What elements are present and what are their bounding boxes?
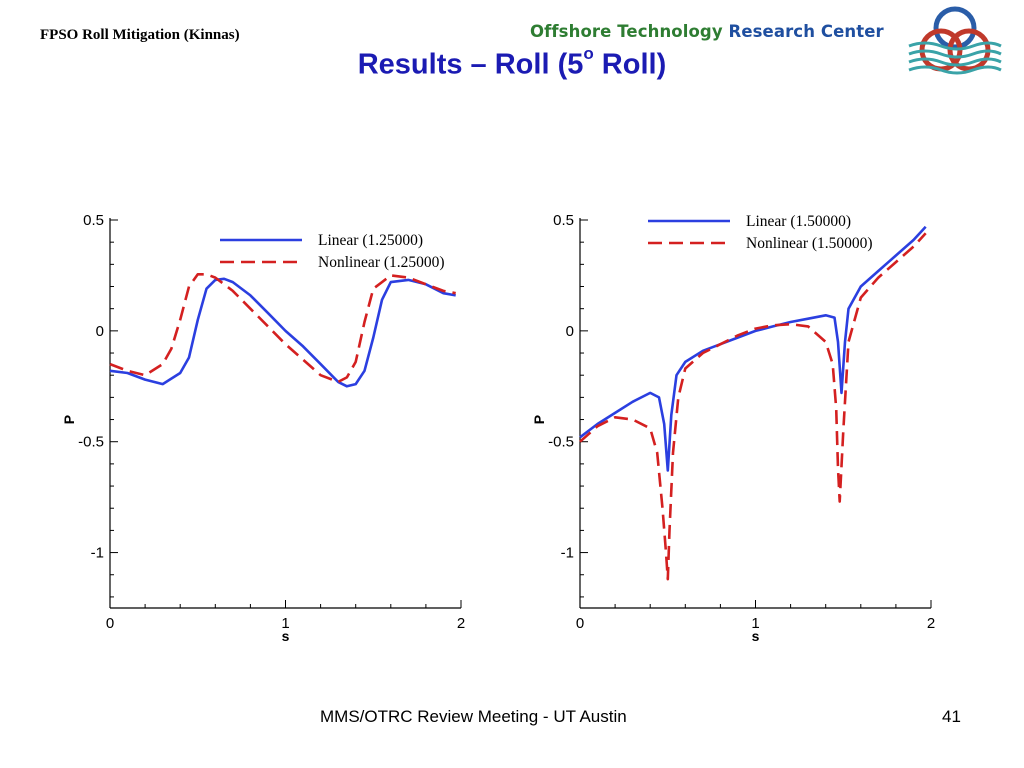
y-tick-label: -1 (91, 545, 104, 562)
x-tick-label: 1 (751, 615, 759, 632)
title-degree: o (583, 44, 594, 63)
page-number: 41 (942, 707, 961, 726)
y-axis-label: P (61, 415, 77, 424)
chart-left: 0.5 0 -0.5 -1 0 1 2 s P Linear (1.25000) Nonlinear… (61, 212, 465, 644)
x-tick-label: 1 (281, 615, 289, 632)
y-tick-label: 0 (96, 323, 104, 340)
y-axis-label: P (531, 415, 547, 424)
legend-linear-label: Linear (1.25000) (318, 232, 423, 249)
x-axis-label: s (282, 628, 290, 644)
series-nonlinear-line (579, 232, 927, 581)
org-name-part2: Research Center (728, 22, 884, 41)
y-tick-label: 0 (566, 323, 574, 340)
x-tick-label: 2 (457, 615, 465, 632)
presentation-subtitle: FPSO Roll Mitigation (Kinnas) (40, 27, 240, 43)
x-tick-label: 0 (576, 615, 584, 632)
legend-nonlinear-label: Nonlinear (1.50000) (746, 235, 873, 252)
footer-text: MMS/OTRC Review Meeting - UT Austin (320, 707, 627, 726)
y-tick-label: -0.5 (78, 434, 104, 451)
legend-nonlinear-label: Nonlinear (1.25000) (318, 254, 445, 271)
series-nonlinear-line (109, 272, 456, 384)
legend-linear-label: Linear (1.50000) (746, 213, 851, 230)
organization-name: Offshore Technology Research Center (530, 22, 884, 41)
x-axis-label: s (752, 628, 760, 644)
org-name-part1: Offshore Technology (530, 22, 729, 41)
y-tick-label: -1 (561, 545, 574, 562)
y-tick-label: -0.5 (548, 434, 574, 451)
x-tick-label: 2 (927, 615, 935, 632)
otrc-logo (908, 6, 1002, 75)
title-prefix: Results – Roll (5 (357, 48, 584, 81)
y-tick-label: 0.5 (553, 212, 574, 229)
series-linear-line (579, 225, 927, 472)
series-linear-line (109, 277, 456, 388)
title-suffix: Roll) (593, 48, 667, 81)
slide-title: Results – Roll (5o Roll) (0, 44, 1024, 82)
x-tick-label: 0 (106, 615, 114, 632)
chart-right: 0.5 0 -0.5 -1 0 1 2 s P Linear (1.50000) Nonlinear… (531, 212, 935, 644)
y-tick-label: 0.5 (83, 212, 104, 229)
